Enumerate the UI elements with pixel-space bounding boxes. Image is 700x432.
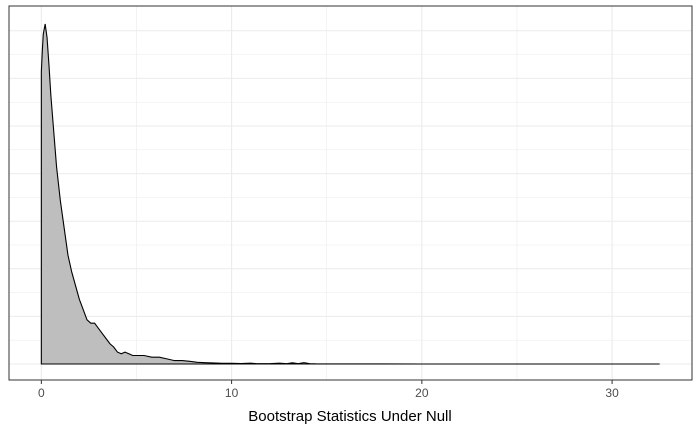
- panel-border: [8, 5, 693, 381]
- x-tick-label-1: 10: [225, 386, 239, 400]
- x-tick-label-2: 20: [415, 386, 429, 400]
- x-axis-title: Bootstrap Statistics Under Null: [248, 408, 451, 425]
- panel-background: [9, 6, 692, 380]
- x-tick-label-3: 30: [605, 386, 619, 400]
- density-line: [40, 23, 660, 365]
- grid-lines: [9, 6, 692, 380]
- x-tick-label-0: 0: [38, 386, 45, 400]
- x-axis-ticks: 0 10 20 30: [38, 380, 619, 400]
